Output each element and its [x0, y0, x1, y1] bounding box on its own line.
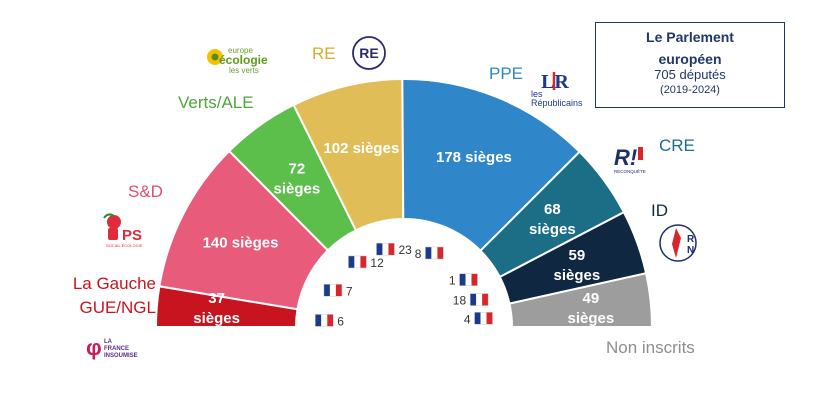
group-label-cre: CRE — [659, 136, 695, 155]
seat-label-re: 102 sièges — [323, 140, 399, 157]
logo-ecologie-line1: europe — [228, 46, 253, 55]
slice-non-inscrits — [508, 272, 654, 328]
lfi-text-line2: FRANCE — [104, 346, 129, 352]
logo-ecologie-line2: écologie — [219, 53, 268, 67]
group-label-re: RE — [312, 44, 336, 63]
french-flag-icon — [459, 273, 478, 286]
les-republicains-logo: LR les Républicains — [531, 71, 583, 108]
seat-label-non-inscrits: 49 sièges — [568, 290, 615, 327]
parti-socialiste-logo: PS SOCIAL ÉCOLOGIE — [103, 213, 143, 248]
french-seats-id: 18 — [453, 293, 489, 308]
rn-letter-n: N — [687, 245, 694, 256]
ps-text: SOCIAL ÉCOLOGIE — [106, 243, 143, 248]
rn-letter-r: R — [687, 234, 695, 245]
french-seats-count: 8 — [415, 247, 422, 261]
french-flag-icon — [348, 255, 367, 269]
info-title-line1: Le Parlement — [646, 29, 734, 45]
logo-ecologie-line3: les verts — [229, 66, 259, 75]
renaissance-logo: RE — [352, 36, 386, 70]
seat-label-cre: 68 sièges — [529, 201, 576, 238]
slice-ppe — [401, 78, 581, 253]
french-seats-non-inscrits: 4 — [464, 312, 493, 326]
french-seats-count: 7 — [346, 284, 353, 298]
group-label-gue-line2: GUE/NGL — [79, 298, 156, 317]
re-logo-text: RE — [359, 45, 378, 61]
group-label-id: ID — [651, 201, 668, 220]
french-seats-verts-ale: 12 — [348, 255, 384, 270]
seat-label-la-gauche-gue-ngl: 37 sièges — [193, 290, 240, 327]
french-seats-count: 12 — [370, 256, 384, 270]
lr-mark: LR — [541, 71, 569, 93]
group-label-gue-line1: La Gauche — [72, 274, 156, 293]
french-seats-count: 18 — [453, 294, 467, 308]
french-flag-icon — [469, 293, 489, 306]
info-members: 705 députés — [654, 67, 726, 82]
info-box: Le Parlement européen 705 députés (2019-… — [595, 22, 785, 108]
french-flag-icon — [376, 242, 395, 256]
french-seats-count: 23 — [398, 243, 412, 257]
group-label-sd: S&D — [128, 182, 163, 201]
la-france-insoumise-logo: φ LA FRANCE INSOUMISE — [86, 335, 138, 360]
ps-mark: PS — [122, 227, 142, 244]
seat-label-s-d: 140 sièges — [203, 235, 279, 252]
lfi-phi-icon: φ — [86, 335, 102, 360]
french-seats-count: 4 — [464, 312, 471, 326]
french-seats-la-gauche-gue-ngl: 6 — [315, 314, 344, 328]
lfi-text-line3: INSOUMISE — [104, 353, 138, 359]
seat-label-ppe: 178 sièges — [436, 149, 512, 166]
reconquete-mark: R! — [614, 145, 637, 170]
group-label-ppe: PPE — [489, 64, 524, 83]
reconquete-logo: R! RECONQUÊTE — [614, 145, 646, 174]
group-label-non-inscrits: Non inscrits — [606, 338, 695, 357]
french-seats-s-d: 7 — [323, 284, 353, 298]
rose-fist-icon — [103, 213, 121, 240]
lr-text-line2: Républicains — [531, 98, 583, 108]
info-period: (2019-2024) — [660, 84, 720, 96]
french-flag-icon — [425, 246, 444, 260]
rassemblement-national-logo: R N — [659, 224, 697, 262]
seat-label-verts-ale: 72 sièges — [273, 160, 320, 197]
french-flag-icon — [474, 312, 493, 325]
reconquete-text: RECONQUÊTE — [614, 167, 646, 174]
info-title-line2: européen — [658, 51, 722, 67]
french-seats-cre: 1 — [449, 273, 478, 288]
seat-label-id: 59 sièges — [554, 247, 601, 284]
europe-ecologie-logo: europe écologie les verts — [207, 46, 268, 75]
french-seats-re: 23 — [376, 242, 412, 257]
french-seats-count: 1 — [449, 274, 456, 288]
sunflower-icon — [207, 49, 223, 65]
french-seats-ppe: 8 — [415, 246, 444, 261]
french-seats-count: 6 — [337, 314, 344, 328]
french-flag-icon — [323, 284, 343, 297]
group-label-gue-ngl: La Gauche GUE/NGL — [38, 272, 156, 320]
lfi-text-line1: LA — [104, 339, 113, 345]
french-flag-icon — [315, 314, 334, 327]
lr-text-line1: les — [531, 89, 543, 99]
group-label-verts-ale: Verts/ALE — [178, 93, 254, 112]
